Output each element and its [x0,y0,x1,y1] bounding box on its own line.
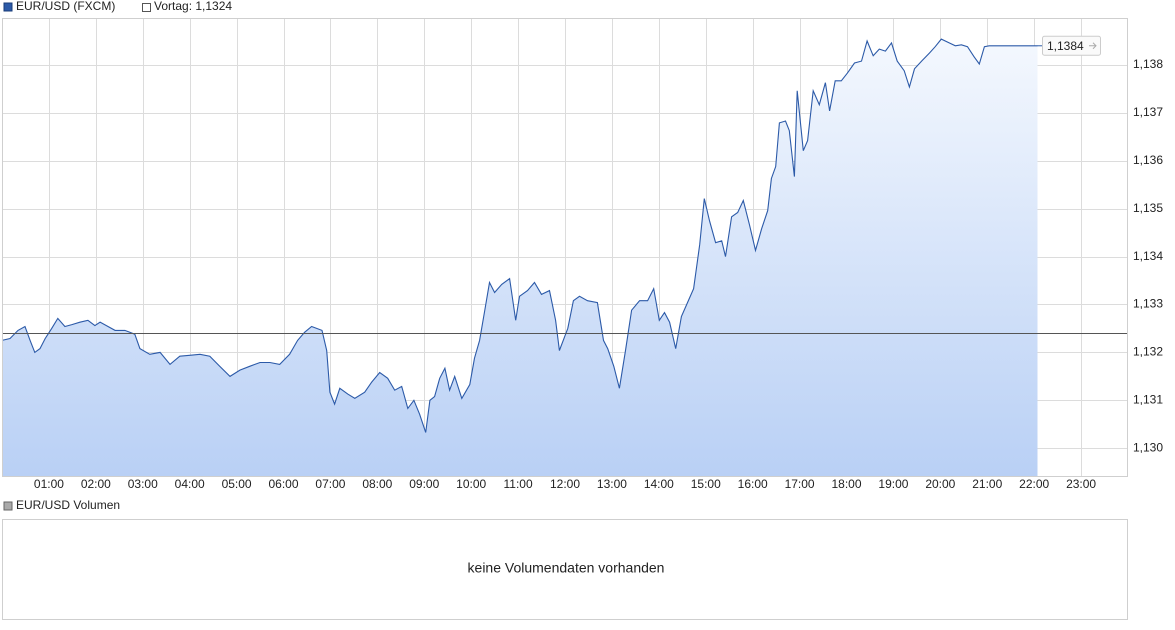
legend-swatch [3,2,13,12]
x-tick-label: 07:00 [315,477,345,491]
x-tick-label: 16:00 [738,477,768,491]
x-tick-label: 10:00 [456,477,486,491]
y-tick-label: 1,132 [1133,345,1163,359]
x-tick-label: 17:00 [785,477,815,491]
y-tick-label: 1,130 [1133,440,1163,454]
y-tick-label: 1,135 [1133,201,1163,215]
legend-swatch [3,501,13,511]
x-tick-label: 19:00 [878,477,908,491]
x-tick-label: 12:00 [550,477,580,491]
last-value-label: 1,1384 [1047,39,1084,53]
x-tick-label: 09:00 [409,477,439,491]
y-tick-label: 1,134 [1133,249,1163,263]
y-tick-label: 1,138 [1133,57,1163,71]
legend-label: Vortag: 1,1324 [154,0,232,13]
x-tick-label: 02:00 [81,477,111,491]
last-value-arrow [1089,42,1097,50]
y-tick-label: 1,137 [1133,105,1163,119]
volume-message: keine Volumendaten vorhanden [468,560,665,576]
x-tick-label: 05:00 [222,477,252,491]
legend-swatch [142,3,151,12]
plot-area: 01:00 02:00 03:00 04:00 05:00 06:00 07:00 08:00… [1,18,1163,491]
volume-frame [2,519,1128,620]
plot-frame [2,18,1128,477]
legend-label: EUR/USD (FXCM) [16,0,115,13]
x-tick-label: 13:00 [597,477,627,491]
y-tick-label: 1,131 [1133,392,1163,406]
area [2,39,1038,476]
line [1,38,1038,433]
x-tick-label: 14:00 [644,477,674,491]
x-tick-label: 03:00 [128,477,158,491]
x-tick-label: 20:00 [925,477,955,491]
x-tick-label: 22:00 [1019,477,1049,491]
x-tick-label: 18:00 [831,477,861,491]
x-tick-label: 11:00 [504,477,533,491]
volume-title: EUR/USD Volumen [16,498,120,512]
x-tick-label: 08:00 [362,477,392,491]
x-tick-label: 23:00 [1066,477,1096,491]
x-tick-label: 01:00 [34,477,64,491]
y-tick-label: 1,133 [1133,297,1163,311]
x-tick-label: 06:00 [268,477,298,491]
x-tick-label: 21:00 [972,477,1002,491]
y-tick-label: 1,136 [1133,153,1163,167]
last-value-box [1042,35,1101,56]
x-tick-label: 15:00 [691,477,721,491]
x-tick-label: 04:00 [175,477,205,491]
